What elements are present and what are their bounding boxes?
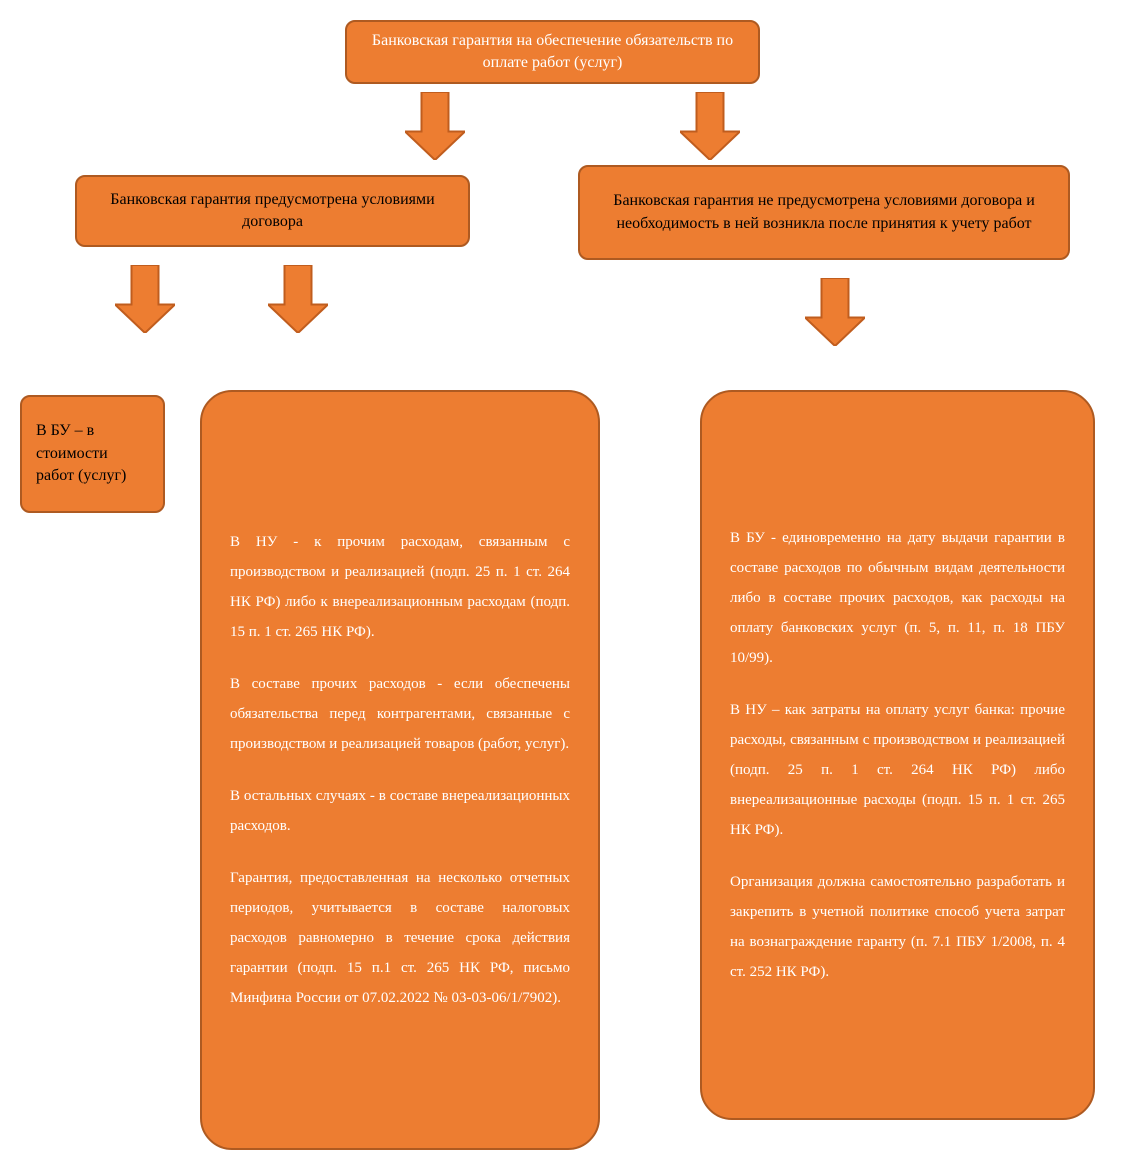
node-bu-cost: В БУ – в стоимости работ (услуг) — [20, 395, 165, 513]
node-root-text: Банковская гарантия на обеспечение обяза… — [347, 18, 758, 87]
right-p2: В НУ – как затраты на оплату услуг банка… — [730, 695, 1065, 845]
arrow-root-to-left — [405, 92, 465, 160]
node-right-branch-text: Банковская гарантия не предусмотрена усл… — [580, 178, 1068, 247]
arrow-right-to-detail — [805, 278, 865, 346]
nu-left-p3: В остальных случаях - в составе внереали… — [230, 781, 570, 841]
node-left-branch: Банковская гарантия предусмотрена услови… — [75, 175, 470, 247]
node-nu-left-content: В НУ - к прочим расходам, связанным с пр… — [202, 499, 598, 1041]
arrow-root-to-right — [680, 92, 740, 160]
arrow-left-to-nu — [268, 265, 328, 333]
node-right-branch: Банковская гарантия не предусмотрена усл… — [578, 165, 1070, 260]
nu-left-p2: В составе прочих расходов - если обеспеч… — [230, 669, 570, 759]
node-bu-nu-right-content: В БУ - единовременно на дату выдачи гара… — [702, 495, 1093, 1015]
node-root: Банковская гарантия на обеспечение обяза… — [345, 20, 760, 84]
node-bu-cost-text: В БУ – в стоимости работ (услуг) — [22, 408, 163, 499]
nu-left-p1: В НУ - к прочим расходам, связанным с пр… — [230, 527, 570, 647]
nu-left-p4: Гарантия, предоставленная на несколько о… — [230, 863, 570, 1013]
right-p1: В БУ - единовременно на дату выдачи гара… — [730, 523, 1065, 673]
flowchart-container: Банковская гарантия на обеспечение обяза… — [20, 20, 1125, 1154]
node-left-branch-text: Банковская гарантия предусмотрена услови… — [77, 177, 468, 246]
node-bu-nu-right: В БУ - единовременно на дату выдачи гара… — [700, 390, 1095, 1120]
right-p3: Организация должна самостоятельно разраб… — [730, 867, 1065, 987]
node-nu-left: В НУ - к прочим расходам, связанным с пр… — [200, 390, 600, 1150]
arrow-left-to-bu — [115, 265, 175, 333]
